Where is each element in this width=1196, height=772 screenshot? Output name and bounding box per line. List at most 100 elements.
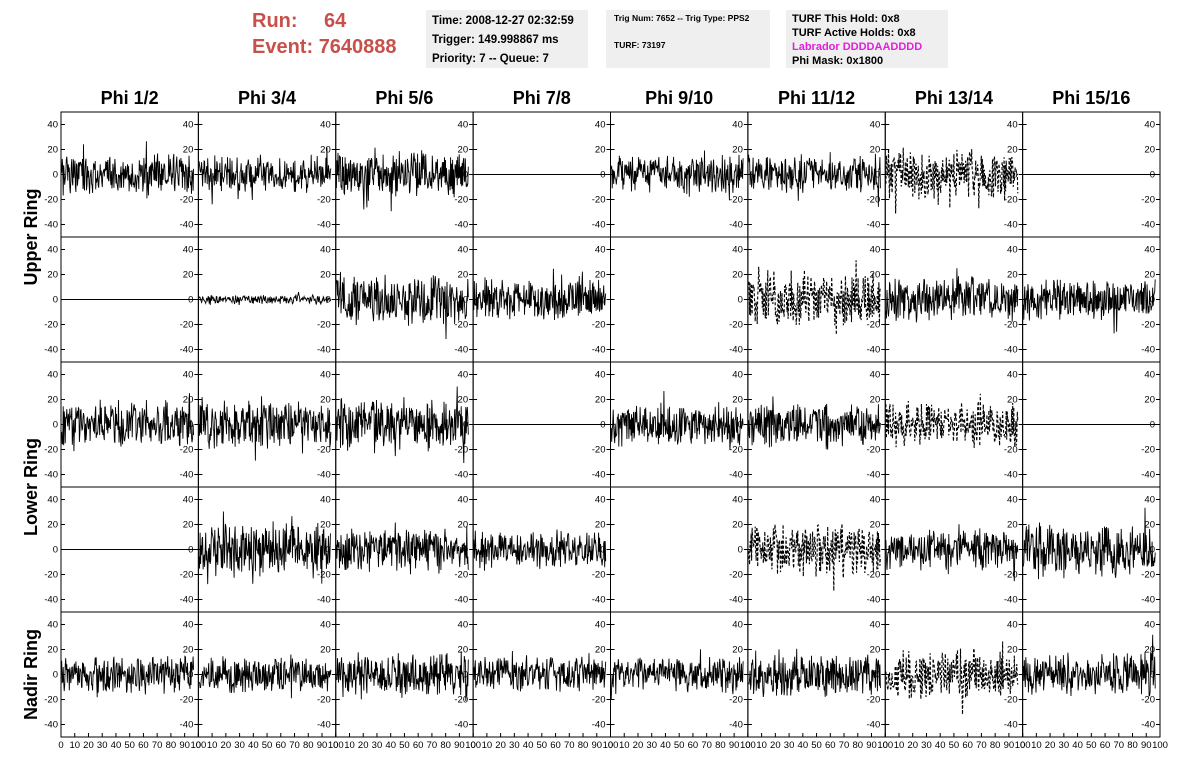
waveform-trace xyxy=(1022,507,1156,580)
y-tick-label: -40 xyxy=(592,720,606,731)
y-tick-label: 20 xyxy=(183,395,194,406)
waveform-trace xyxy=(335,271,469,340)
waveform-trace xyxy=(748,523,881,591)
y-tick-label: 40 xyxy=(1144,245,1155,256)
y-tick-label: -20 xyxy=(317,695,331,706)
x-tick-label: 100 xyxy=(740,740,756,751)
y-tick-label: 20 xyxy=(1144,645,1155,656)
x-tick-label: 80 xyxy=(990,740,1001,751)
y-tick-label: -20 xyxy=(592,445,606,456)
y-tick-label: -40 xyxy=(1004,720,1018,731)
y-tick-label: 40 xyxy=(320,245,331,256)
waveform-trace xyxy=(885,393,1019,448)
x-tick-label: 80 xyxy=(440,740,451,751)
y-tick-label: 40 xyxy=(870,245,881,256)
y-tick-label: -20 xyxy=(44,695,58,706)
ring-title: Lower Ring xyxy=(21,438,41,536)
x-tick-label: 50 xyxy=(1086,740,1097,751)
time-text: Time: 2008-12-27 02:32:59 xyxy=(432,15,574,27)
run-label: Run: xyxy=(252,10,298,32)
y-tick-label: 40 xyxy=(47,620,58,631)
y-tick-label: 20 xyxy=(1007,395,1018,406)
x-tick-label: 70 xyxy=(427,740,438,751)
y-tick-label: 20 xyxy=(1144,145,1155,156)
x-tick-label: 0 xyxy=(608,740,613,751)
x-tick-label: 50 xyxy=(399,740,410,751)
x-tick-label: 40 xyxy=(1072,740,1083,751)
y-tick-label: -40 xyxy=(180,220,194,231)
x-tick-label: 40 xyxy=(660,740,671,751)
y-tick-label: -20 xyxy=(180,320,194,331)
waveform-trace xyxy=(198,511,332,585)
x-tick-label: 10 xyxy=(207,740,218,751)
x-tick-label: 90 xyxy=(317,740,328,751)
y-tick-label: 20 xyxy=(595,270,606,281)
waveform-trace xyxy=(335,386,469,464)
event-line: Event: 7640888 xyxy=(252,34,420,60)
y-tick-label: 40 xyxy=(595,370,606,381)
y-tick-label: 40 xyxy=(1007,495,1018,506)
x-tick-label: 30 xyxy=(784,740,795,751)
waveform-trace xyxy=(61,655,195,698)
y-tick-label: -20 xyxy=(44,445,58,456)
run-number: 64 xyxy=(324,10,347,32)
x-tick-label: 90 xyxy=(179,740,190,751)
y-tick-label: 40 xyxy=(1007,120,1018,131)
ring-title: Nadir Ring xyxy=(21,629,41,720)
x-tick-label: 10 xyxy=(69,740,80,751)
y-tick-label: 40 xyxy=(183,245,194,256)
y-tick-label: 20 xyxy=(595,395,606,406)
x-tick-label: 50 xyxy=(537,740,548,751)
waveform-trace xyxy=(473,268,607,321)
y-tick-label: -40 xyxy=(44,345,58,356)
y-tick-label: -20 xyxy=(180,570,194,581)
waveform-trace xyxy=(748,648,881,698)
y-tick-label: -40 xyxy=(317,220,331,231)
y-tick-label: -40 xyxy=(1004,470,1018,481)
y-tick-label: 0 xyxy=(53,670,58,681)
y-tick-label: 40 xyxy=(183,370,194,381)
x-tick-label: 10 xyxy=(482,740,493,751)
labrador-text: Labrador DDDDAADDDD xyxy=(792,41,923,53)
y-tick-label: -40 xyxy=(44,470,58,481)
x-tick-label: 50 xyxy=(124,740,135,751)
y-tick-label: -20 xyxy=(1004,695,1018,706)
event-label: Event: xyxy=(252,36,314,58)
y-tick-label: 40 xyxy=(595,245,606,256)
x-tick-label: 60 xyxy=(550,740,561,751)
x-tick-label: 50 xyxy=(262,740,273,751)
waveform-trace xyxy=(610,649,744,700)
y-tick-label: -20 xyxy=(1004,320,1018,331)
y-tick-label: 0 xyxy=(53,295,58,306)
y-tick-label: 0 xyxy=(53,545,58,556)
y-tick-label: 40 xyxy=(458,495,469,506)
waveform-trace xyxy=(885,641,1019,715)
y-tick-label: 20 xyxy=(1144,270,1155,281)
y-tick-label: -40 xyxy=(180,720,194,731)
y-tick-label: -40 xyxy=(1004,345,1018,356)
y-tick-label: 40 xyxy=(1007,370,1018,381)
y-tick-label: 40 xyxy=(732,120,743,131)
y-tick-label: -20 xyxy=(867,695,881,706)
y-tick-label: -40 xyxy=(867,220,881,231)
waveform-trace xyxy=(198,654,332,699)
y-tick-label: 40 xyxy=(183,620,194,631)
y-tick-label: 20 xyxy=(320,145,331,156)
y-tick-label: 40 xyxy=(458,120,469,131)
y-tick-label: 40 xyxy=(320,120,331,131)
y-tick-label: 20 xyxy=(1007,270,1018,281)
y-tick-label: 20 xyxy=(870,645,881,656)
y-tick-label: 40 xyxy=(1007,245,1018,256)
y-tick-label: 40 xyxy=(1144,620,1155,631)
column-title: Phi 13/14 xyxy=(915,88,993,108)
waveform-trace xyxy=(610,150,744,201)
time-info-box: Time: 2008-12-27 02:32:59 Trigger: 149.9… xyxy=(426,10,588,68)
y-tick-label: -40 xyxy=(454,595,468,606)
x-tick-label: 50 xyxy=(811,740,822,751)
y-tick-label: -40 xyxy=(180,345,194,356)
y-tick-label: 40 xyxy=(183,495,194,506)
y-tick-label: -20 xyxy=(180,195,194,206)
y-tick-label: -40 xyxy=(729,720,743,731)
y-tick-label: -40 xyxy=(729,345,743,356)
column-title: Phi 3/4 xyxy=(238,88,296,108)
